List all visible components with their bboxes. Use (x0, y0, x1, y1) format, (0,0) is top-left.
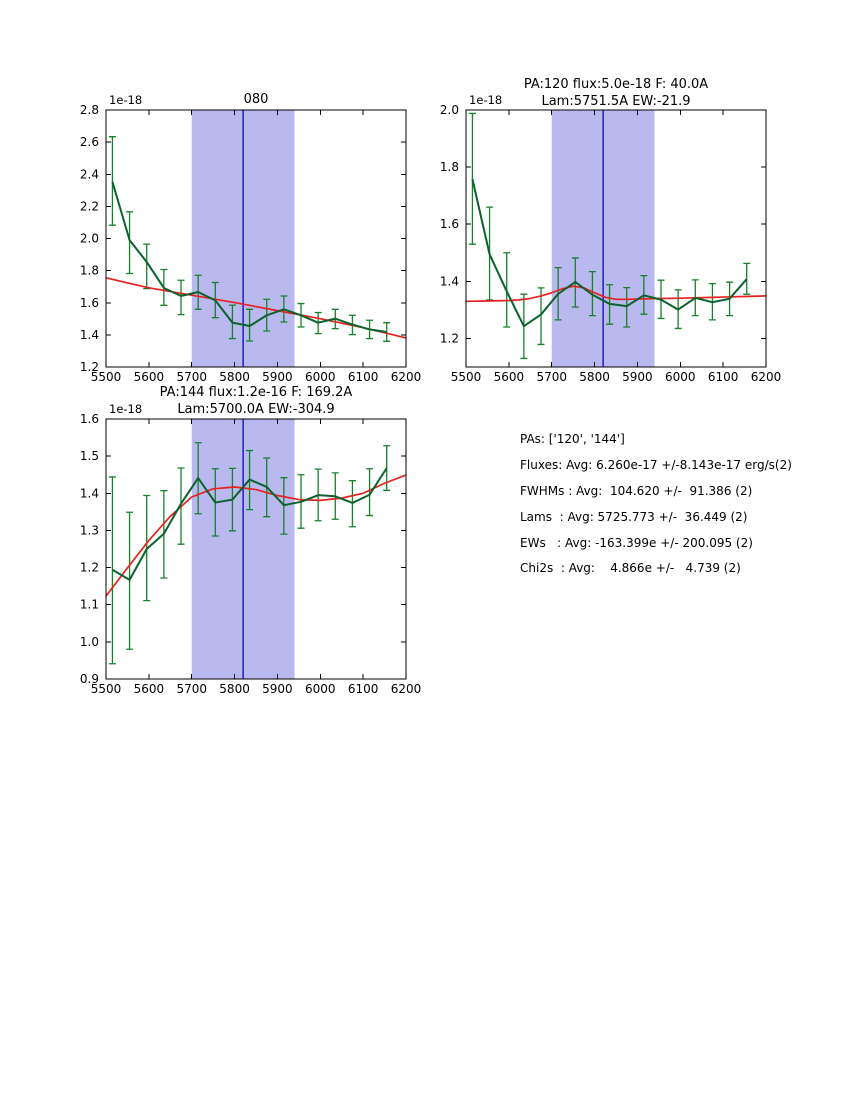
x-tick-label: 5500 (91, 682, 122, 696)
x-tick-label: 5700 (536, 370, 567, 384)
x-tick-label: 6100 (348, 682, 379, 696)
x-tick-label: 5900 (262, 370, 293, 384)
y-tick-label: 2.0 (80, 232, 99, 246)
x-tick-label: 5900 (622, 370, 653, 384)
y-tick-label: 1.4 (80, 486, 99, 500)
y-tick-label: 1.1 (80, 598, 99, 612)
stats-panel: PAs: ['120', '144'] Fluxes: Avg: 6.260e-… (520, 427, 792, 582)
spectrum-line (111, 467, 388, 581)
x-tick-label: 5800 (579, 370, 610, 384)
y-tick-label: 1.6 (440, 217, 459, 231)
y-tick-label: 1.0 (80, 635, 99, 649)
y-tick-label: 1.8 (440, 160, 459, 174)
spectrum-line (111, 181, 387, 333)
y-tick-label: 1.5 (80, 449, 99, 463)
x-tick-label: 5700 (176, 682, 207, 696)
x-tick-label: 6100 (348, 370, 379, 384)
plot-title: PA:144 flux:1.2e-16 F: 169.2A (160, 385, 353, 400)
plot-title: 080 (244, 92, 269, 107)
x-tick-label: 6200 (391, 682, 422, 696)
stats-line-ews: EWs : Avg: -163.399e +/- 200.095 (2) (520, 535, 753, 550)
x-tick-label: 6000 (665, 370, 696, 384)
x-tick-label: 6200 (391, 370, 422, 384)
y-axis-offset-label: 1e-18 (469, 93, 502, 107)
y-axis-offset-label: 1e-18 (109, 402, 142, 416)
x-tick-label: 6200 (751, 370, 782, 384)
axes-frame (465, 109, 767, 368)
axis-ticks (105, 109, 407, 368)
stats-line-chi2s: Chi2s : Avg: 4.866e +/- 4.739 (2) (520, 561, 741, 576)
plot-area (105, 109, 407, 368)
tick-labels: 5500 5600 5700 5800 5900 6000 6100 6200 0.9 1.0 1.… (80, 412, 421, 696)
y-tick-label: 1.6 (80, 296, 99, 310)
x-tick-label: 5500 (91, 370, 122, 384)
fit-line (105, 474, 407, 597)
axes-frame (105, 418, 407, 680)
axis-ticks (465, 109, 767, 367)
plot-080: 080 1e-18 5500 5600 5700 5800 5900 6000 6100 62… (80, 92, 421, 384)
y-tick-label: 1.2 (80, 561, 99, 575)
y-tick-label: 1.3 (80, 523, 99, 537)
y-axis-offset-label: 1e-18 (109, 93, 142, 107)
x-tick-label: 6000 (305, 370, 336, 384)
x-tick-label: 5600 (134, 370, 165, 384)
plot-area (465, 109, 767, 368)
x-tick-label: 5800 (219, 370, 250, 384)
x-tick-label: 5700 (176, 370, 207, 384)
spectrum-line (471, 178, 748, 328)
x-tick-label: 5900 (262, 682, 293, 696)
plot-area (105, 418, 407, 680)
plot-pa144: PA:144 flux:1.2e-16 F: 169.2A Lam:5700.0… (80, 385, 421, 696)
y-tick-label: 2.2 (80, 199, 99, 213)
x-tick-label: 5800 (219, 682, 250, 696)
stats-line-lams: Lams : Avg: 5725.773 +/- 36.449 (2) (520, 509, 748, 524)
y-tick-label: 2.0 (440, 103, 459, 117)
y-tick-label: 2.4 (80, 167, 99, 181)
plot-pa120: PA:120 flux:5.0e-18 F: 40.0A Lam:5751.5A… (440, 77, 781, 384)
y-tick-label: 1.8 (80, 264, 99, 278)
x-tick-label: 5500 (451, 370, 482, 384)
y-tick-label: 1.2 (80, 360, 99, 374)
x-tick-label: 5600 (494, 370, 525, 384)
y-tick-label: 1.4 (80, 328, 99, 342)
y-tick-label: 2.6 (80, 135, 99, 149)
axis-ticks (105, 418, 407, 680)
plot-title: PA:120 flux:5.0e-18 F: 40.0A (524, 77, 708, 92)
stats-line-pas: PAs: ['120', '144'] (520, 432, 625, 446)
tick-labels: 5500 5600 5700 5800 5900 6000 6100 6200 1.2 1.4 1.… (80, 103, 421, 384)
tick-labels: 5500 5600 5700 5800 5900 6000 6100 6200 1.2 1.4 1.… (440, 103, 781, 384)
plot-subtitle: Lam:5751.5A EW:-21.9 (541, 94, 690, 109)
y-tick-label: 1.2 (440, 331, 459, 345)
x-tick-label: 5600 (134, 682, 165, 696)
y-tick-label: 2.8 (80, 103, 99, 117)
stats-line-fluxes: Fluxes: Avg: 6.260e-17 +/-8.143e-17 erg/… (520, 457, 792, 472)
stats-line-fwhms: FWHMs : Avg: 104.620 +/- 91.386 (2) (520, 483, 753, 498)
x-tick-label: 6100 (708, 370, 739, 384)
y-tick-label: 1.4 (440, 274, 459, 288)
plot-subtitle: Lam:5700.0A EW:-304.9 (177, 402, 334, 417)
x-tick-label: 6000 (305, 682, 336, 696)
y-tick-label: 0.9 (80, 672, 99, 686)
y-tick-label: 1.6 (80, 412, 99, 426)
